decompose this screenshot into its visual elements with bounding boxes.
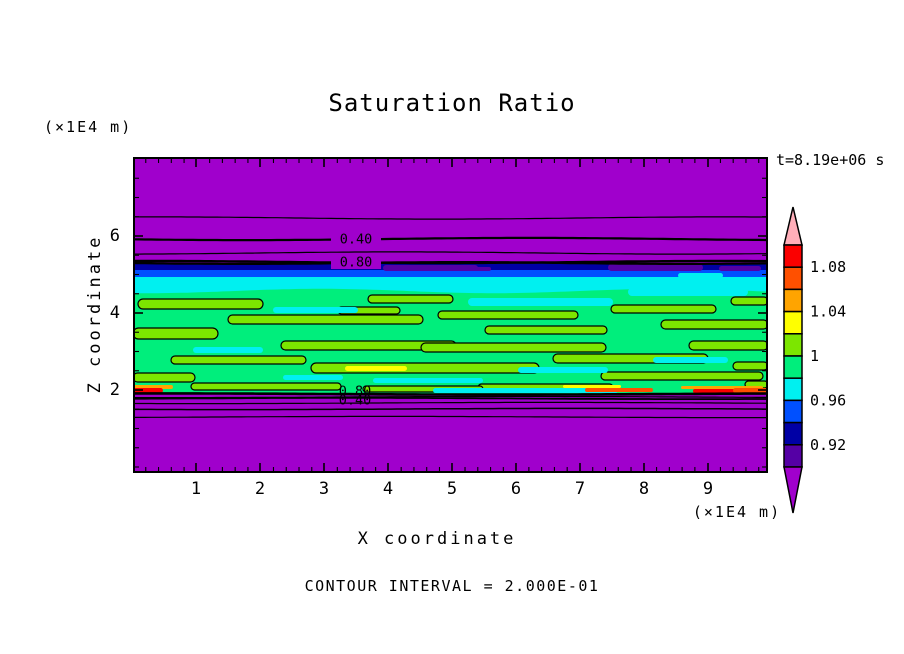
- contour-line: [380, 236, 768, 242]
- contour-line: [133, 397, 768, 400]
- colorbar-tick-label: 0.92: [810, 436, 846, 454]
- contour-interval-note: CONTOUR INTERVAL = 2.000E-01: [304, 577, 600, 595]
- plot-title: Saturation Ratio: [328, 89, 576, 117]
- warm-streak: [585, 388, 653, 392]
- contour-label: 0.80: [340, 255, 373, 271]
- contour-lens: [190, 382, 342, 391]
- contour-line: [133, 251, 768, 255]
- colorbar-segment: [783, 333, 803, 357]
- colorbar-arrow-up: [783, 206, 803, 246]
- contour-label: 0.40: [339, 393, 372, 409]
- cyan-patch: [653, 357, 728, 363]
- cyan-patch: [628, 288, 748, 296]
- cyan-patch: [468, 298, 613, 306]
- contour-lens: [660, 319, 768, 330]
- colorbar-segment: [783, 421, 803, 446]
- x-tick-label: 1: [190, 479, 202, 499]
- contour-line: [133, 259, 332, 264]
- colorbar-tick-label: 1.08: [810, 258, 846, 276]
- colorbar-segment: [783, 244, 803, 268]
- x-tick-label: 7: [574, 479, 586, 499]
- contour-plot-canvas: 0.400.800.800.40: [133, 157, 768, 473]
- cyan-patch: [373, 378, 483, 383]
- colorbar-tick-label: 0.96: [810, 391, 846, 409]
- contour-lens: [600, 371, 764, 381]
- contour-lens: [170, 355, 307, 365]
- contour-line: [133, 407, 768, 411]
- band-violet-blob: [451, 267, 491, 271]
- cyan-patch: [678, 273, 723, 278]
- contour-lens: [367, 294, 454, 304]
- y-axis-unit: (×1E4 m): [44, 118, 133, 136]
- contour-line: [133, 401, 768, 405]
- contour-lens: [137, 298, 264, 310]
- x-axis-title: X coordinate: [357, 529, 517, 549]
- colorbar-segment: [783, 355, 803, 379]
- cyan-patch: [273, 307, 358, 313]
- x-tick-label: 3: [318, 479, 330, 499]
- contour-lens: [133, 372, 196, 383]
- cyan-patch: [193, 347, 263, 353]
- x-tick-label: 9: [702, 479, 714, 499]
- colorbar-tick-label: 1: [810, 347, 819, 365]
- contour-label-bg: [331, 232, 381, 246]
- contour-label-bg: [331, 255, 381, 269]
- cyan-patch: [283, 375, 343, 380]
- contour-line: [133, 392, 768, 396]
- contour-lens: [484, 325, 608, 335]
- cyan-patch: [433, 388, 618, 393]
- contour-lens: [732, 361, 768, 371]
- x-axis-unit: (×1E4 m): [692, 503, 782, 521]
- colorbar-arrow-down: [783, 466, 803, 514]
- y-tick-label: 6: [109, 226, 120, 246]
- y-tick-label: 4: [109, 303, 120, 323]
- contour-line: [133, 415, 768, 419]
- x-tick-label: 6: [510, 479, 522, 499]
- contour-lens: [730, 296, 768, 306]
- y-tick-label: 2: [109, 380, 120, 400]
- contour-lens: [227, 314, 424, 325]
- time-annotation: t=8.19e+06 s: [776, 151, 885, 169]
- colorbar-segment: [783, 377, 803, 402]
- colorbar-segment: [783, 310, 803, 335]
- contour-lens: [610, 304, 717, 314]
- contour-label: 0.40: [340, 232, 373, 248]
- colorbar-segment: [783, 266, 803, 291]
- contour-line: [133, 216, 768, 220]
- contour-lens: [420, 342, 607, 353]
- band-violet-blob: [608, 264, 703, 271]
- warm-streak: [345, 366, 407, 371]
- colorbar-segment: [783, 399, 803, 424]
- warm-streak: [563, 385, 621, 388]
- colorbar-segment: [783, 288, 803, 313]
- plot-border: [133, 157, 768, 473]
- contour-lens: [133, 327, 219, 340]
- colorbar-segment: [783, 444, 803, 468]
- contour-lens: [688, 340, 768, 351]
- x-tick-label: 2: [254, 479, 266, 499]
- band-violet-blob: [719, 266, 761, 271]
- contour-line: [381, 259, 768, 265]
- colorbar-tick-label: 1.04: [810, 303, 846, 321]
- contour-lens: [437, 310, 579, 320]
- x-tick-label: 4: [382, 479, 394, 499]
- colorbar: 1.08 1.04 1 0.96 0.92: [783, 206, 846, 514]
- x-tick-label: 5: [446, 479, 458, 499]
- x-tick-label: 8: [638, 479, 650, 499]
- contour-line: [133, 238, 332, 242]
- cyan-patch: [518, 367, 608, 373]
- contour-label: 0.80: [339, 384, 372, 400]
